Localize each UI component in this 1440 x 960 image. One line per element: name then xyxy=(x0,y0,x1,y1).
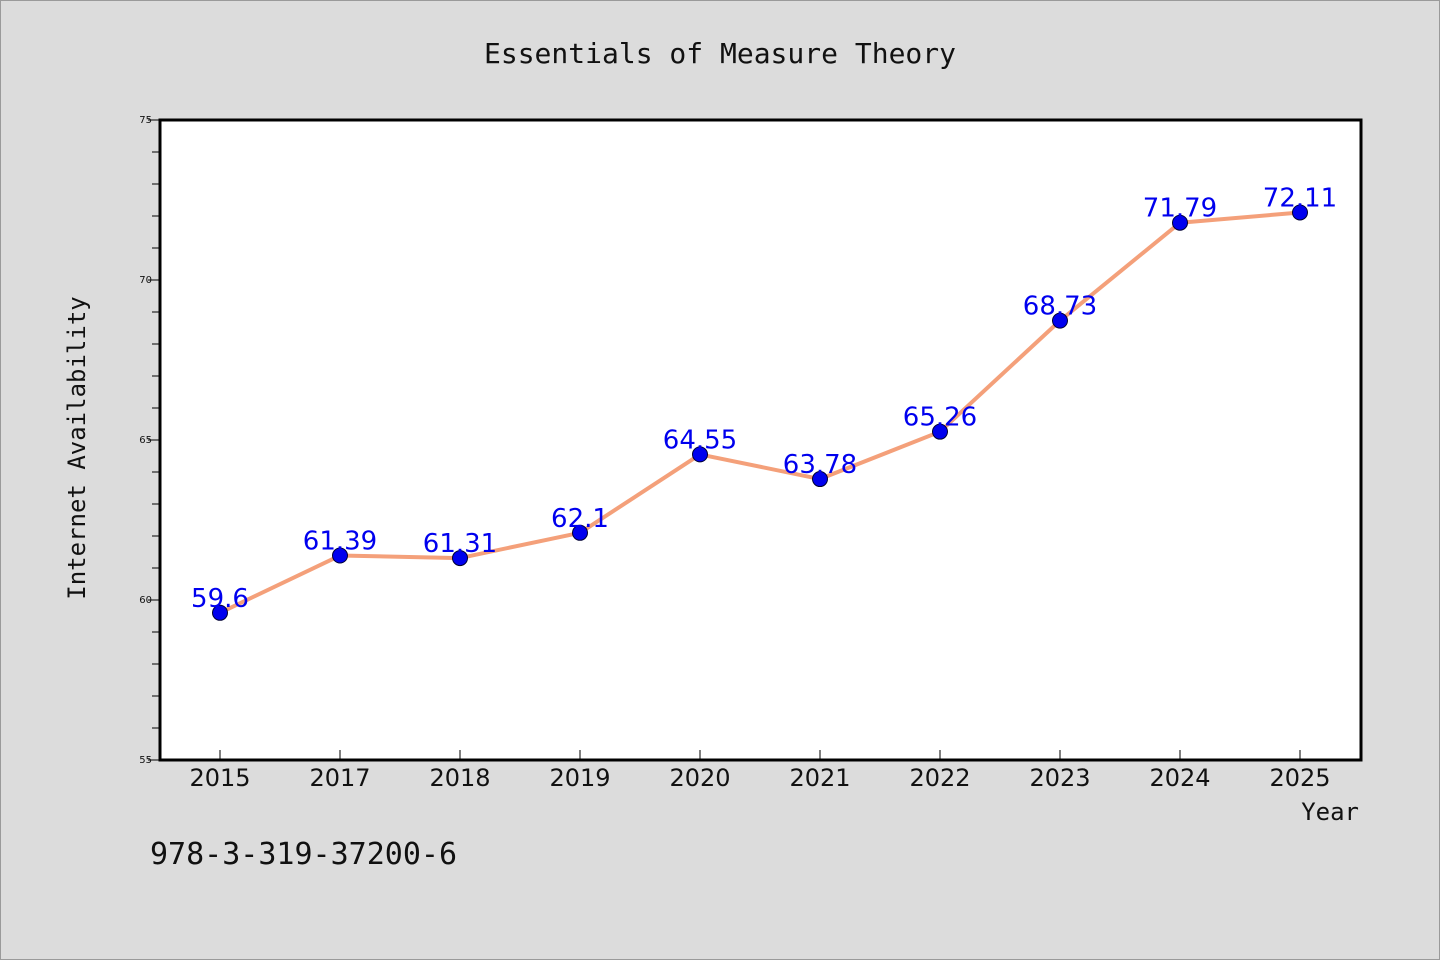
isbn-text: 978-3-319-37200-6 xyxy=(150,837,457,872)
x-tick-label: 2018 xyxy=(429,764,490,792)
data-label: 63.78 xyxy=(783,450,857,480)
data-markers xyxy=(212,204,1308,621)
data-point xyxy=(332,547,348,564)
data-label: 61.31 xyxy=(423,529,497,559)
x-tick-label: 2021 xyxy=(789,764,850,792)
data-label: 61.39 xyxy=(303,527,377,557)
data-label: 68.73 xyxy=(1023,292,1097,322)
y-tick-label: 70 xyxy=(139,275,152,286)
data-point xyxy=(212,604,228,621)
x-tick-label: 2015 xyxy=(189,764,250,792)
plot-area xyxy=(158,118,1363,762)
x-axis-ticks: 2015 2017 2018 2019 2020 2021 2022 2023 2024 2025 xyxy=(189,750,1331,792)
y-axis-label: Internet Availability xyxy=(63,296,91,599)
data-point xyxy=(1172,214,1188,231)
x-tick-label: 2022 xyxy=(909,764,970,792)
x-axis-label: Year xyxy=(1301,798,1359,826)
y-tick-label: 60 xyxy=(139,595,152,606)
x-tick-label: 2023 xyxy=(1029,764,1090,792)
data-label: 59.6 xyxy=(191,584,249,614)
y-tick-label: 55 xyxy=(139,755,152,766)
x-tick-label: 2024 xyxy=(1149,764,1210,792)
data-point xyxy=(1292,204,1308,221)
data-label: 62.1 xyxy=(551,504,609,534)
data-labels: 59.6 61.39 61.31 62.1 64.55 63.78 65.26 68.73 71… xyxy=(191,183,1337,613)
x-tick-label: 2017 xyxy=(309,764,370,792)
data-point xyxy=(812,471,828,488)
y-tick-label: 65 xyxy=(139,435,152,446)
data-point xyxy=(1052,312,1068,329)
x-tick-label: 2019 xyxy=(549,764,610,792)
data-label: 64.55 xyxy=(663,425,737,455)
series-line xyxy=(218,210,1302,615)
data-point xyxy=(452,550,468,567)
x-tick-label: 2020 xyxy=(669,764,730,792)
data-label: 72.11 xyxy=(1263,183,1337,213)
data-label: 71.79 xyxy=(1143,194,1217,224)
chart-title: Essentials of Measure Theory xyxy=(484,37,956,70)
data-point xyxy=(572,524,588,541)
data-point xyxy=(692,446,708,463)
y-tick-label: 75 xyxy=(139,115,152,126)
y-axis-ticks: 55 60 65 70 75 xyxy=(139,115,160,766)
data-label: 65.26 xyxy=(903,403,977,433)
data-point xyxy=(932,423,948,440)
x-tick-label: 2025 xyxy=(1269,764,1330,792)
